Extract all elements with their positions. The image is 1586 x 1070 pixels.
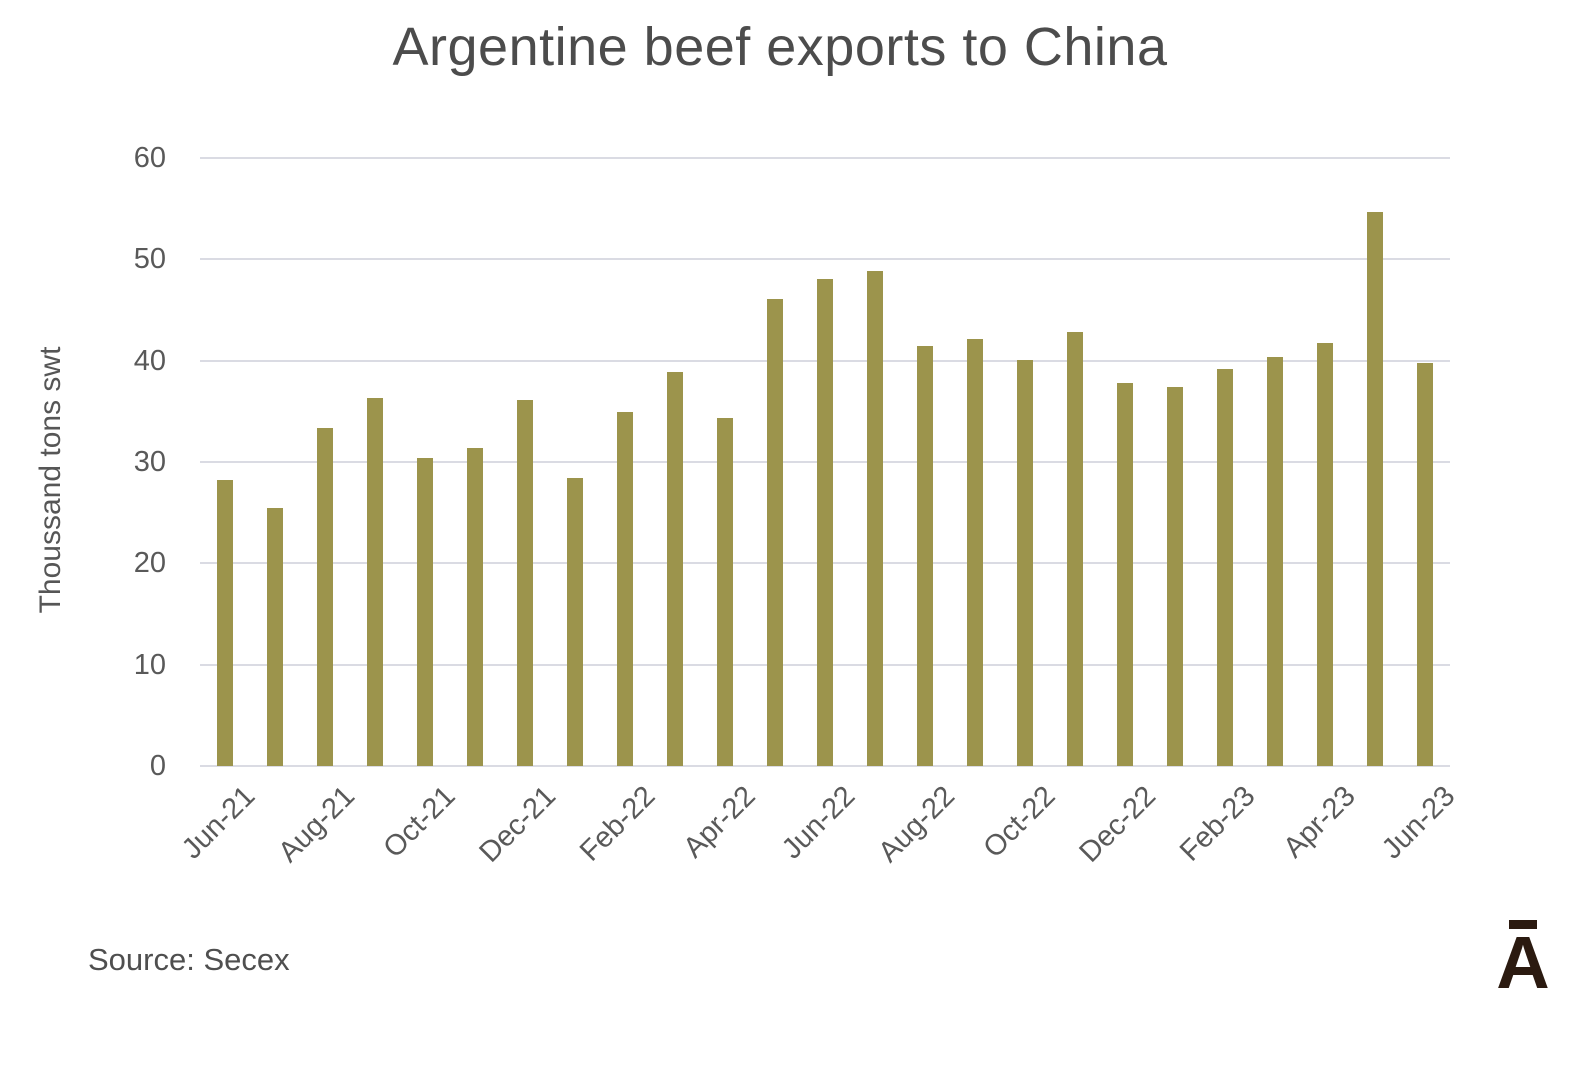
bar-Jul-21 bbox=[267, 507, 283, 766]
bar-Nov-21 bbox=[467, 447, 483, 766]
plot-area bbox=[200, 157, 1450, 767]
y-axis-title: Thoussand tons swt bbox=[34, 346, 67, 614]
bar-Oct-21 bbox=[417, 457, 433, 766]
bar-Jun-23 bbox=[1417, 362, 1433, 766]
x-tick-label-Oct-22: Oct-22 bbox=[977, 780, 1062, 865]
x-tick-label-Oct-21: Oct-21 bbox=[377, 780, 462, 865]
x-tick-label-Dec-21: Dec-21 bbox=[472, 780, 562, 869]
x-tick-label-Feb-23: Feb-23 bbox=[1174, 780, 1262, 868]
gridline-60 bbox=[200, 157, 1450, 159]
x-tick-label-Aug-22: Aug-22 bbox=[872, 780, 962, 869]
x-tick-label-Jun-23: Jun-23 bbox=[1376, 780, 1462, 866]
bar-Dec-22 bbox=[1117, 382, 1133, 766]
bar-Aug-21 bbox=[317, 427, 333, 766]
y-tick-label-50: 50 bbox=[133, 243, 166, 276]
bar-Sep-22 bbox=[967, 339, 983, 766]
chart-title: Argentine beef exports to China bbox=[392, 17, 1168, 77]
logo-letter: A bbox=[1496, 921, 1550, 1004]
y-tick-label-20: 20 bbox=[133, 547, 166, 580]
x-tick-label-Aug-21: Aug-21 bbox=[272, 780, 362, 869]
bar-Jun-21 bbox=[217, 480, 233, 766]
bar-May-22 bbox=[767, 298, 783, 766]
bar-Sep-21 bbox=[367, 398, 383, 766]
y-tick-label-30: 30 bbox=[133, 446, 166, 478]
y-tick-label-40: 40 bbox=[133, 344, 166, 377]
bar-Feb-22 bbox=[617, 412, 633, 766]
y-tick-label-10: 10 bbox=[133, 648, 166, 681]
bar-Nov-22 bbox=[1067, 332, 1083, 766]
bar-Apr-22 bbox=[717, 418, 733, 766]
bar-May-23 bbox=[1367, 211, 1383, 766]
bar-Feb-23 bbox=[1217, 368, 1233, 766]
x-tick-label-Dec-22: Dec-22 bbox=[1072, 780, 1162, 869]
x-tick-label-Feb-22: Feb-22 bbox=[574, 780, 662, 868]
bar-Mar-23 bbox=[1267, 356, 1283, 766]
bar-Apr-23 bbox=[1317, 343, 1333, 766]
bar-Oct-22 bbox=[1017, 359, 1033, 766]
bar-Jun-22 bbox=[817, 278, 833, 766]
gridline-50 bbox=[200, 258, 1450, 261]
logo: A bbox=[1488, 920, 1558, 1004]
x-tick-label-Jun-22: Jun-22 bbox=[776, 780, 862, 866]
y-tick-label-60: 60 bbox=[133, 142, 166, 174]
bar-Jan-23 bbox=[1167, 387, 1183, 766]
gridline-0 bbox=[200, 765, 1450, 767]
bar-Jan-22 bbox=[567, 478, 583, 766]
bar-Mar-22 bbox=[667, 371, 683, 766]
bar-Dec-21 bbox=[517, 400, 533, 766]
logo-macron-bar bbox=[1509, 920, 1537, 929]
x-tick-label-Apr-23: Apr-23 bbox=[1277, 780, 1362, 865]
y-tick-label-0: 0 bbox=[149, 750, 166, 782]
source-note: Source: Secex bbox=[88, 942, 290, 977]
x-tick-label-Jun-21: Jun-21 bbox=[176, 780, 262, 866]
bar-Aug-22 bbox=[917, 346, 933, 766]
x-tick-label-Apr-22: Apr-22 bbox=[677, 780, 762, 865]
bar-Jul-22 bbox=[867, 271, 883, 766]
